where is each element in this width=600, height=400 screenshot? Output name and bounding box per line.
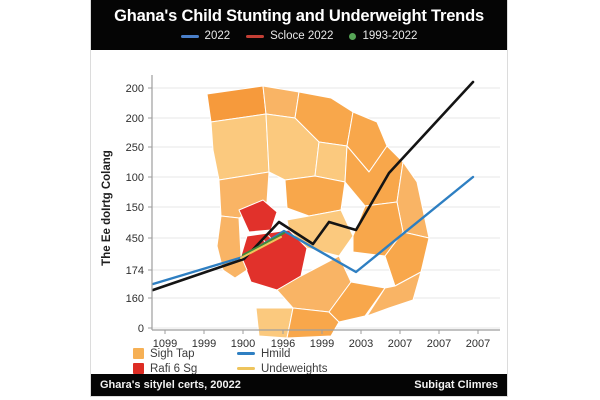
x-tick-label: 1900 [231, 338, 255, 350]
y-tick-label: 150 [126, 202, 144, 214]
line-marker-icon [237, 352, 255, 355]
bottom-legend-item: Sigh Tap [133, 347, 219, 360]
y-tick-label: 250 [126, 142, 144, 154]
x-tick-label: 2007 [388, 338, 412, 350]
x-tick-label: 2003 [349, 338, 373, 350]
legend-label: 2022 [204, 30, 231, 42]
legend-label: Undeweights [261, 362, 328, 375]
legend-label: 1993-2022 [362, 30, 418, 42]
footer-bar: Ghara's sitylel certs, 20022 Subigat Cli… [91, 374, 507, 396]
chart-svg: 200 200 250 100 150 450 174 160 0 1099 1999 1900 199… [126, 75, 500, 350]
y-tick-label: 0 [138, 323, 144, 335]
dot-marker-icon [349, 32, 357, 40]
y-tick-label: 160 [126, 293, 144, 305]
map-district [328, 281, 386, 323]
map-district [314, 141, 348, 183]
header-legend-item: 2022 [180, 30, 231, 42]
y-tick-label: 200 [126, 113, 144, 125]
legend-label: Hmild [261, 347, 291, 360]
infographic-card: Ghana's Child Stunting and Underweight T… [90, 0, 508, 397]
map-district [238, 199, 278, 233]
chart-title: Ghana's Child Stunting and Underweight T… [114, 7, 484, 25]
x-tick-label: 2007 [466, 338, 490, 350]
map-district [284, 175, 346, 217]
header-legend-item: 1993-2022 [349, 30, 417, 42]
line-marker-icon [180, 34, 199, 38]
y-tick-label: 100 [126, 172, 144, 184]
map-district [216, 215, 248, 279]
line-marker-icon [237, 367, 255, 370]
header-bar: Ghana's Child Stunting and Underweight T… [91, 0, 507, 50]
footer-source-text: Ghara's sitylel certs, 20022 [100, 379, 241, 391]
series-yellow-segment [240, 236, 282, 259]
y-axis-title: The Ee doIrtg Colang [101, 150, 113, 266]
legend-label: Rafi 6 Sg [150, 362, 198, 375]
y-tick-label: 174 [126, 265, 144, 277]
header-legend-item: Scloce 2022 [246, 30, 333, 42]
square-marker-icon [133, 363, 144, 374]
map-district [262, 85, 300, 119]
y-tick-label: 200 [126, 83, 144, 95]
legend-label: Scloce 2022 [270, 30, 334, 42]
ghana-map [206, 85, 430, 339]
chart-area: The Ee doIrtg Colang [91, 50, 507, 375]
series-blue-trend-line [151, 175, 475, 286]
series-green-segment [242, 232, 285, 256]
header-legend: 2022 Scloce 2022 1993-2022 [91, 30, 507, 42]
square-marker-icon [133, 348, 144, 359]
footer-credit-text: Subigat Climres [414, 379, 498, 391]
bottom-legend: Sigh Tap Hmild Rafi 6 Sg Undeweights [133, 347, 327, 375]
map-district [366, 271, 422, 317]
x-tick-label: 1999 [192, 338, 216, 350]
legend-label: Sigh Tap [150, 347, 195, 360]
bottom-legend-item: Undeweights [237, 362, 327, 375]
x-tick-label: 1996 [271, 338, 295, 350]
bottom-legend-item: Rafi 6 Sg [133, 362, 219, 375]
x-tick-label: 1999 [310, 338, 334, 350]
x-tick-label: 1099 [153, 338, 177, 350]
y-tick-label: 450 [126, 233, 144, 245]
line-marker-icon [246, 34, 265, 38]
map-district [210, 113, 270, 181]
x-tick-label: 2007 [427, 338, 451, 350]
bottom-legend-item: Hmild [237, 347, 327, 360]
